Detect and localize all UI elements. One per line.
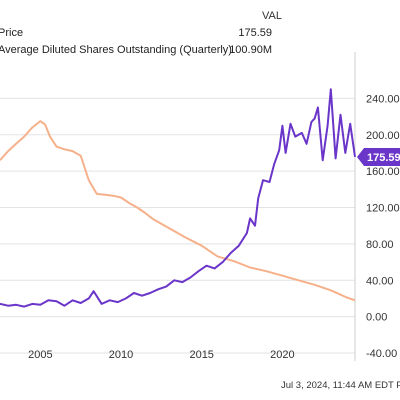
y-tick-label: 160.00 [366,166,400,178]
legend-series-name: Average Diluted Shares Outstanding (Quar… [0,44,232,56]
last-value-label: 175.59 [367,152,400,164]
y-tick-label: 200.00 [366,130,400,142]
y-tick-label: -40.00 [366,348,397,360]
price-line [0,88,356,308]
legend-row-shares: Average Diluted Shares Outstanding (Quar… [0,44,400,60]
y-tick-label: 0.00 [366,312,387,324]
y-tick-label: 120.00 [366,203,400,215]
x-tick-label: 2015 [189,349,213,361]
y-tick-label: 240.00 [366,93,400,105]
x-tick-label: 2010 [109,349,133,361]
legend-row-price: Price 175.59 [0,27,400,43]
legend-header: VAL [262,10,282,22]
legend: VAL Price 175.59 Average Diluted Shares … [0,10,400,56]
y-tick-label: 80.00 [366,239,394,251]
shares-line [0,120,356,302]
x-tick-label: 2020 [270,349,294,361]
y-tick-label: 40.00 [366,275,394,287]
last-value-badge [357,147,400,166]
legend-series-name: Price [0,27,24,39]
legend-series-value: 175.59 [238,27,272,39]
timestamp-footer: Jul 3, 2024, 11:44 AM EDT Powe [281,380,400,391]
x-tick-label: 2005 [28,349,52,361]
legend-series-value: 100.90M [229,44,272,56]
